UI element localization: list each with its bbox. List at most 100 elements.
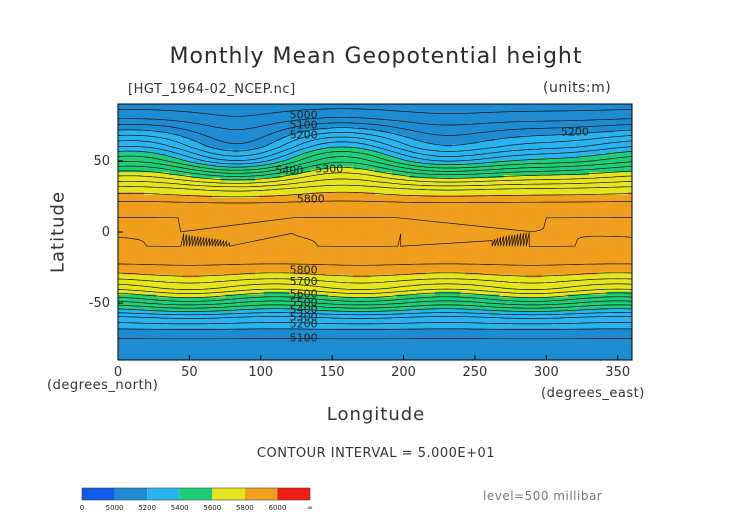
field-cell xyxy=(302,280,308,284)
field-cell xyxy=(225,226,230,230)
field-cell xyxy=(212,257,218,262)
field-cell xyxy=(237,166,243,171)
field-cell xyxy=(293,155,299,159)
field-cell xyxy=(212,175,218,179)
field-cell xyxy=(306,163,312,168)
field-cell xyxy=(195,297,200,301)
field-cell xyxy=(160,240,166,244)
field-cell xyxy=(216,274,222,279)
field-cell xyxy=(327,271,333,276)
field-cell xyxy=(233,291,239,296)
field-cell xyxy=(173,314,179,318)
field-cell xyxy=(152,342,158,347)
field-cell xyxy=(289,143,295,148)
field-cell xyxy=(255,328,260,333)
field-cell xyxy=(212,249,218,253)
field-cell xyxy=(242,251,248,256)
field-cell xyxy=(186,331,192,335)
field-cell xyxy=(246,263,252,267)
field-cell xyxy=(207,249,213,253)
field-cell xyxy=(139,135,145,139)
field-cell xyxy=(203,251,209,256)
field-cell xyxy=(267,192,273,196)
field-cell xyxy=(340,169,346,173)
field-cell xyxy=(118,203,123,207)
field-cell xyxy=(302,163,308,168)
field-cell xyxy=(182,266,188,270)
field-cell xyxy=(118,251,123,256)
field-cell xyxy=(195,288,200,293)
field-cell xyxy=(336,277,342,281)
field-cell xyxy=(135,314,141,318)
field-cell xyxy=(259,200,265,205)
field-cell xyxy=(280,223,286,227)
field-cell xyxy=(212,197,218,202)
field-cell xyxy=(225,126,230,131)
field-cell xyxy=(242,146,248,151)
field-cell xyxy=(118,354,123,358)
field-cell xyxy=(332,214,338,219)
field-cell xyxy=(147,140,153,145)
field-cell xyxy=(169,123,175,128)
field-cell xyxy=(340,331,346,335)
field-cell xyxy=(118,237,123,242)
field-cell xyxy=(152,354,158,358)
field-cell xyxy=(246,294,252,299)
field-cell xyxy=(122,109,128,114)
field-cell xyxy=(156,331,162,335)
field-cell xyxy=(160,308,166,313)
field-cell xyxy=(139,357,145,360)
field-cell xyxy=(186,140,192,145)
field-cell xyxy=(143,300,149,304)
field-cell xyxy=(332,158,338,162)
field-cell xyxy=(246,143,252,148)
field-cell xyxy=(315,206,320,210)
field-cell xyxy=(186,297,192,301)
field-cell xyxy=(169,288,175,293)
field-cell xyxy=(306,345,312,350)
field-cell xyxy=(139,266,145,270)
field-cell xyxy=(229,288,235,293)
field-cell xyxy=(143,328,149,333)
field-cell xyxy=(156,206,162,210)
field-cell xyxy=(126,109,132,114)
field-cell xyxy=(152,186,158,190)
field-cell xyxy=(285,226,290,230)
field-cell xyxy=(165,200,170,205)
field-cell xyxy=(195,345,200,350)
field-cell xyxy=(135,342,141,347)
field-cell xyxy=(272,132,278,136)
field-cell xyxy=(315,109,320,114)
field-cell xyxy=(216,140,222,145)
field-cell xyxy=(315,180,320,185)
field-cell xyxy=(160,169,166,173)
field-cell xyxy=(220,303,226,307)
field-cell xyxy=(216,104,222,108)
field-cell xyxy=(259,268,265,273)
field-cell xyxy=(340,209,346,213)
field-cell xyxy=(212,169,218,173)
field-cell xyxy=(259,106,265,111)
field-cell xyxy=(315,340,320,344)
field-cell xyxy=(156,342,162,347)
field-cell xyxy=(237,118,243,122)
field-cell xyxy=(327,169,333,173)
field-cell xyxy=(216,288,222,293)
field-cell xyxy=(152,149,158,153)
field-cell xyxy=(340,297,346,301)
field-cell xyxy=(285,220,290,225)
field-cell xyxy=(250,192,256,196)
field-cell xyxy=(203,340,209,344)
field-cell xyxy=(195,169,200,173)
field-cell xyxy=(289,351,295,355)
field-cell xyxy=(259,283,265,287)
field-cell xyxy=(190,126,196,131)
field-cell xyxy=(169,268,175,273)
field-cell xyxy=(212,268,218,273)
field-cell xyxy=(302,357,308,360)
field-cell xyxy=(306,254,312,259)
field-cell xyxy=(293,152,299,156)
field-cell xyxy=(225,340,230,344)
field-cell xyxy=(272,220,278,225)
field-cell xyxy=(229,217,235,222)
